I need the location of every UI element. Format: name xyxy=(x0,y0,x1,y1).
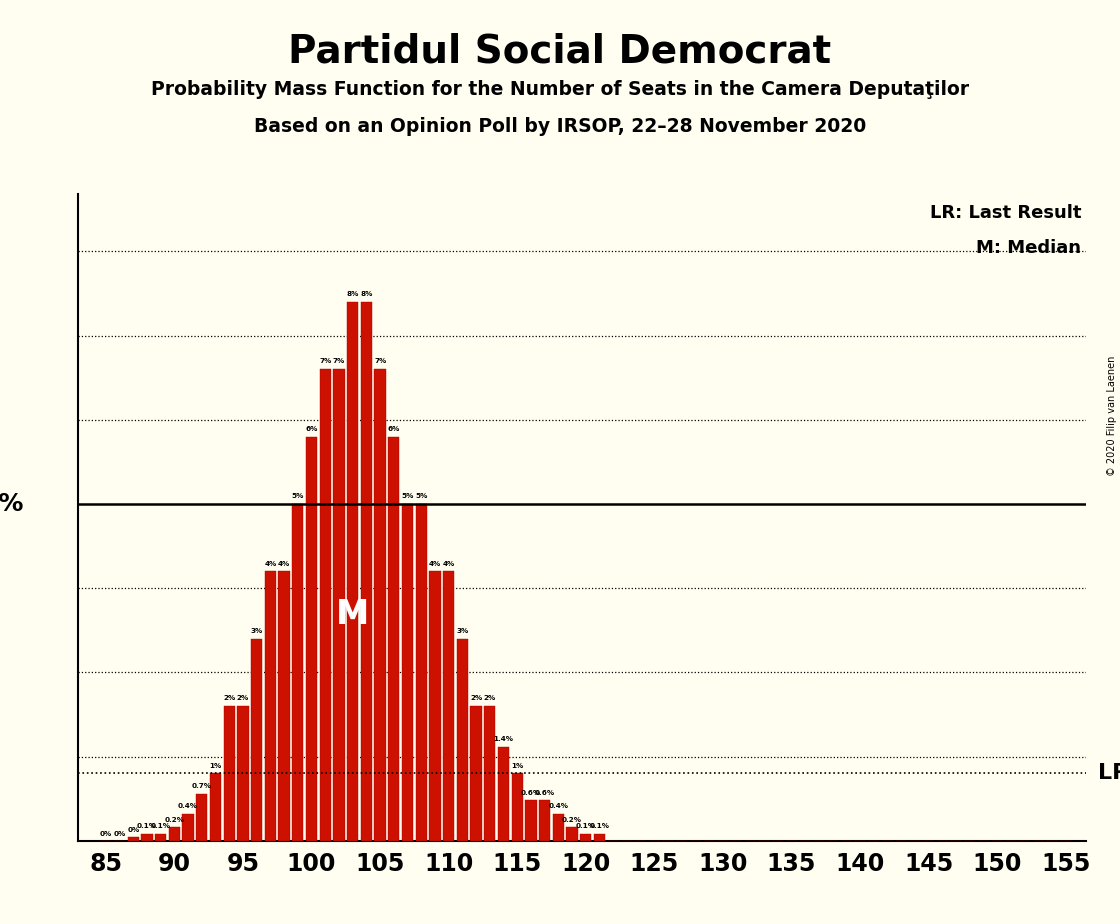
Text: LR: Last Result: LR: Last Result xyxy=(930,204,1081,222)
Bar xyxy=(141,834,152,841)
Text: 0.6%: 0.6% xyxy=(534,790,554,796)
Text: M: Median: M: Median xyxy=(977,239,1081,257)
Bar xyxy=(594,834,605,841)
Bar xyxy=(525,800,536,841)
Text: Based on an Opinion Poll by IRSOP, 22–28 November 2020: Based on an Opinion Poll by IRSOP, 22–28… xyxy=(254,117,866,137)
Bar xyxy=(389,437,400,841)
Text: 3%: 3% xyxy=(456,628,468,634)
Text: 1%: 1% xyxy=(209,762,222,769)
Bar xyxy=(183,814,194,841)
Bar xyxy=(498,747,510,841)
Text: 5%: 5% xyxy=(291,493,304,499)
Text: 7%: 7% xyxy=(319,359,332,364)
Text: 4%: 4% xyxy=(442,561,455,566)
Text: 2%: 2% xyxy=(484,696,496,701)
Text: 0.2%: 0.2% xyxy=(165,817,185,822)
Text: 0.1%: 0.1% xyxy=(151,823,170,830)
Text: 0.6%: 0.6% xyxy=(521,790,541,796)
Text: 2%: 2% xyxy=(470,696,483,701)
Text: 0%: 0% xyxy=(113,832,125,837)
Text: 7%: 7% xyxy=(333,359,345,364)
Text: 5%: 5% xyxy=(401,493,413,499)
Bar xyxy=(334,370,345,841)
Text: 0.4%: 0.4% xyxy=(178,803,198,809)
Text: Probability Mass Function for the Number of Seats in the Camera Deputaţilor: Probability Mass Function for the Number… xyxy=(151,80,969,100)
Bar xyxy=(539,800,550,841)
Bar xyxy=(470,706,482,841)
Text: Partidul Social Democrat: Partidul Social Democrat xyxy=(289,32,831,70)
Text: 5%: 5% xyxy=(0,492,24,516)
Bar xyxy=(237,706,249,841)
Bar xyxy=(319,370,330,841)
Text: © 2020 Filip van Laenen: © 2020 Filip van Laenen xyxy=(1108,356,1117,476)
Text: 1%: 1% xyxy=(511,762,523,769)
Bar xyxy=(416,504,427,841)
Text: M: M xyxy=(336,598,370,631)
Bar xyxy=(347,302,358,841)
Text: 0.4%: 0.4% xyxy=(549,803,569,809)
Bar xyxy=(169,827,180,841)
Bar xyxy=(361,302,372,841)
Text: 0.2%: 0.2% xyxy=(562,817,582,822)
Bar xyxy=(264,571,276,841)
Bar xyxy=(128,837,139,841)
Text: 0%: 0% xyxy=(100,832,112,837)
Text: 8%: 8% xyxy=(361,291,373,298)
Bar xyxy=(155,834,166,841)
Text: 7%: 7% xyxy=(374,359,386,364)
Text: LR: LR xyxy=(1099,763,1120,784)
Text: 0.1%: 0.1% xyxy=(576,823,596,830)
Text: 4%: 4% xyxy=(278,561,290,566)
Bar xyxy=(429,571,440,841)
Text: 0.1%: 0.1% xyxy=(137,823,157,830)
Text: 2%: 2% xyxy=(223,696,235,701)
Bar xyxy=(457,638,468,841)
Bar xyxy=(209,773,221,841)
Text: 0.1%: 0.1% xyxy=(589,823,609,830)
Text: 6%: 6% xyxy=(388,426,400,432)
Text: 8%: 8% xyxy=(346,291,358,298)
Bar xyxy=(567,827,578,841)
Bar xyxy=(580,834,591,841)
Bar xyxy=(224,706,235,841)
Text: 1.4%: 1.4% xyxy=(494,736,514,742)
Text: 3%: 3% xyxy=(251,628,263,634)
Text: 4%: 4% xyxy=(264,561,277,566)
Bar xyxy=(306,437,317,841)
Text: 0.7%: 0.7% xyxy=(192,783,212,789)
Bar xyxy=(374,370,385,841)
Bar xyxy=(196,794,207,841)
Text: 2%: 2% xyxy=(236,696,249,701)
Text: 5%: 5% xyxy=(416,493,428,499)
Bar xyxy=(251,638,262,841)
Bar xyxy=(444,571,455,841)
Bar xyxy=(553,814,564,841)
Bar xyxy=(279,571,290,841)
Bar xyxy=(402,504,413,841)
Bar xyxy=(292,504,304,841)
Bar xyxy=(512,773,523,841)
Text: 0%: 0% xyxy=(128,827,139,833)
Bar xyxy=(484,706,495,841)
Text: 6%: 6% xyxy=(306,426,318,432)
Text: 4%: 4% xyxy=(429,561,441,566)
